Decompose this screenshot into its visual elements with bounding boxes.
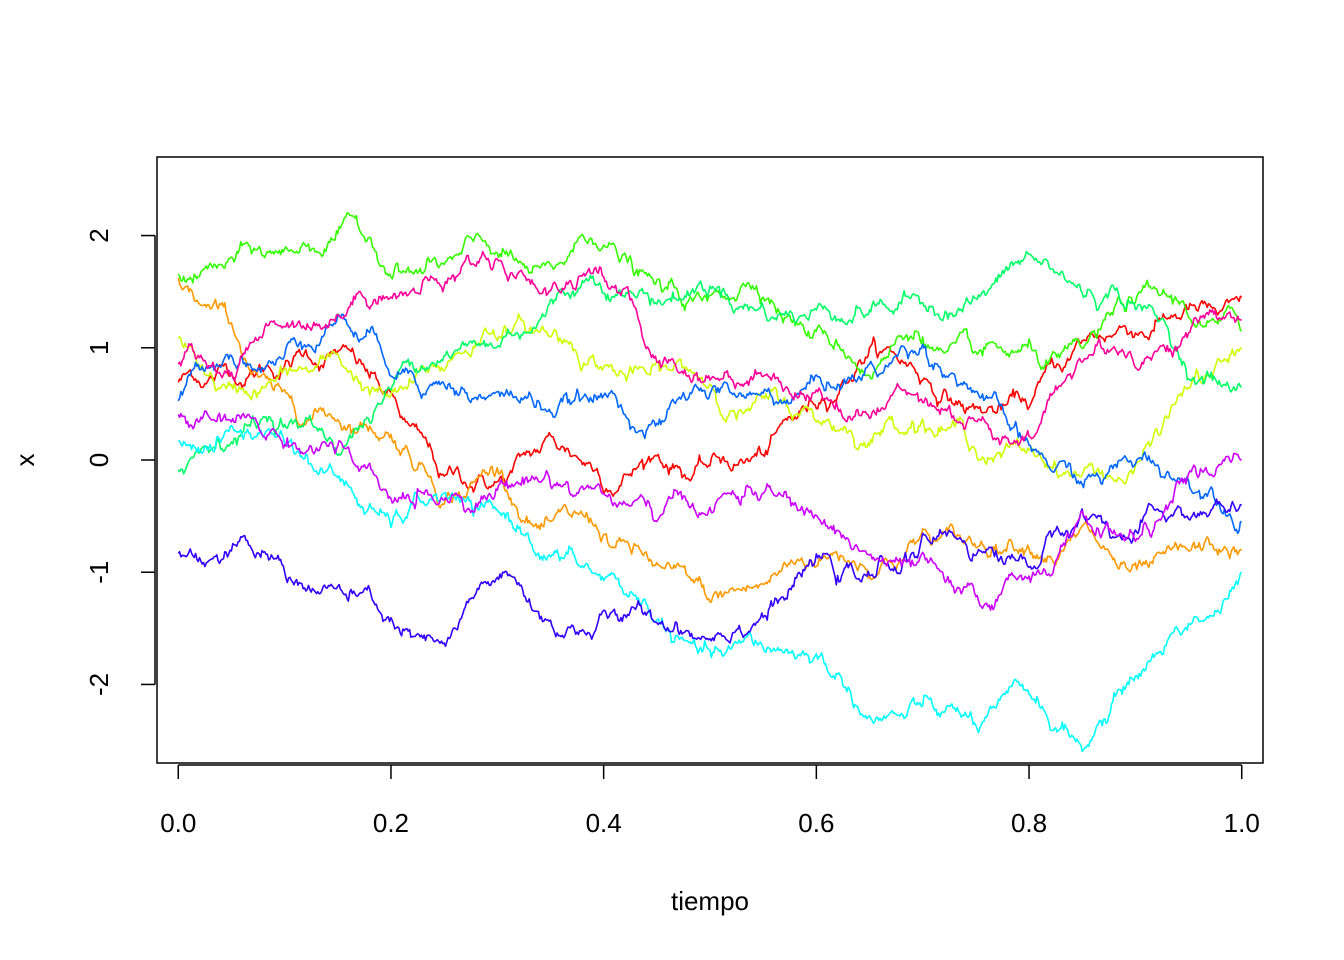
x-tick-label: 0.4 — [586, 808, 622, 838]
series-line-4 — [177, 212, 1243, 380]
y-axis-title: x — [10, 454, 40, 467]
y-tick-label: 1 — [84, 341, 114, 355]
series-line-6 — [178, 424, 1243, 753]
x-tick-label: 0.0 — [160, 808, 196, 838]
x-tick-label: 0.2 — [373, 808, 409, 838]
series-line-2 — [177, 277, 1242, 603]
series-line-9 — [177, 410, 1242, 611]
series-line-8 — [177, 498, 1242, 648]
y-tick-label: 2 — [84, 228, 114, 242]
y-tick-label: -1 — [84, 561, 114, 584]
series-line-5 — [177, 250, 1243, 475]
series-line-1 — [177, 295, 1243, 497]
y-tick-label: 0 — [84, 453, 114, 467]
series-line-10 — [177, 250, 1242, 447]
series-line-3 — [177, 313, 1242, 485]
series-layer — [177, 212, 1243, 753]
x-axis: 0.0 0.2 0.4 0.6 0.8 1.0 — [160, 764, 1260, 838]
series-line-7 — [177, 313, 1242, 535]
x-axis-title: tiempo — [671, 886, 749, 916]
y-tick-label: -2 — [84, 673, 114, 696]
x-tick-label: 0.8 — [1011, 808, 1047, 838]
y-axis: -2 -1 0 1 2 — [84, 228, 156, 696]
plot-frame — [156, 156, 1264, 764]
x-tick-label: 1.0 — [1224, 808, 1260, 838]
x-tick-label: 0.6 — [798, 808, 834, 838]
